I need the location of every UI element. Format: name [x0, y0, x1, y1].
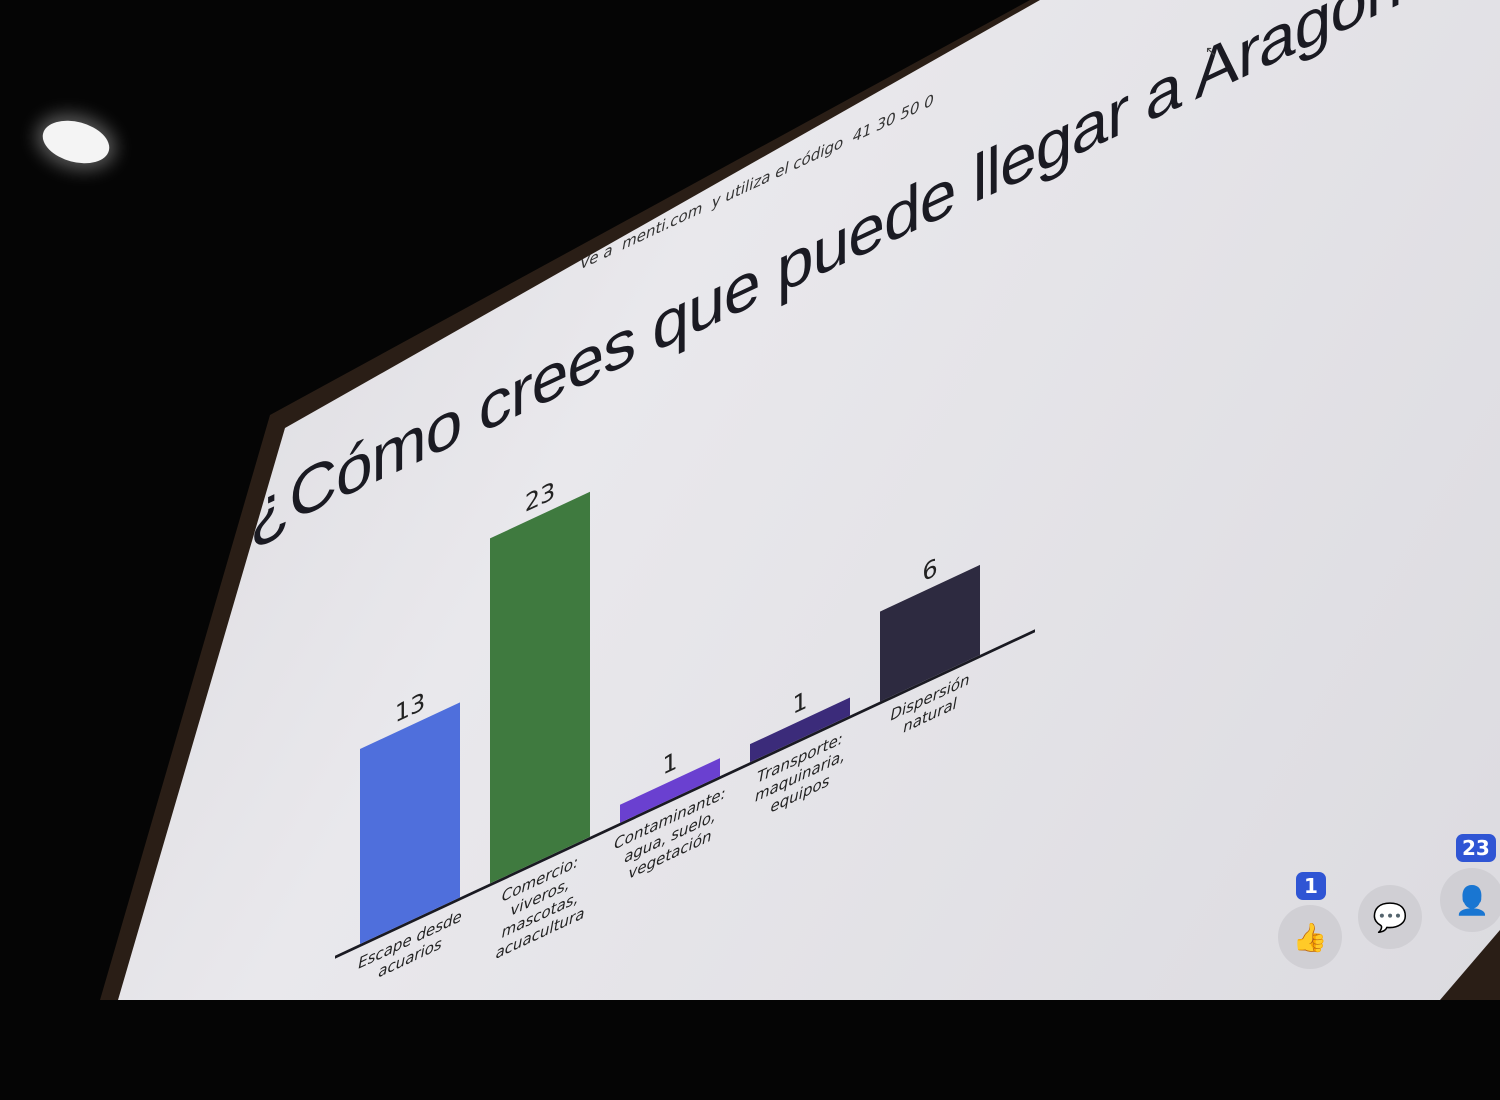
- mouse-cursor-icon: ↖: [1205, 44, 1217, 60]
- participants-button[interactable]: 👤: [1440, 868, 1500, 932]
- bar-chart: 13 Escape desde acuarios 23 Comercio: viver…: [240, 0, 1340, 1000]
- bar-comercio: [490, 491, 590, 884]
- like-button[interactable]: 👍: [1278, 905, 1342, 969]
- projected-slide: Ve a menti.com y utiliza el código 41 30…: [118, 0, 1500, 1000]
- likes-badge: 1: [1296, 872, 1326, 900]
- comment-button[interactable]: 💬: [1358, 885, 1422, 949]
- thumbs-up-icon: 👍: [1292, 920, 1328, 954]
- ceiling-light: [37, 113, 115, 171]
- comment-icon: 💬: [1372, 900, 1408, 934]
- bar-escape: [360, 702, 460, 945]
- participants-badge: 23: [1456, 834, 1496, 862]
- slide-content: Ve a menti.com y utiliza el código 41 30…: [240, 0, 1437, 1000]
- person-icon: 👤: [1454, 883, 1490, 917]
